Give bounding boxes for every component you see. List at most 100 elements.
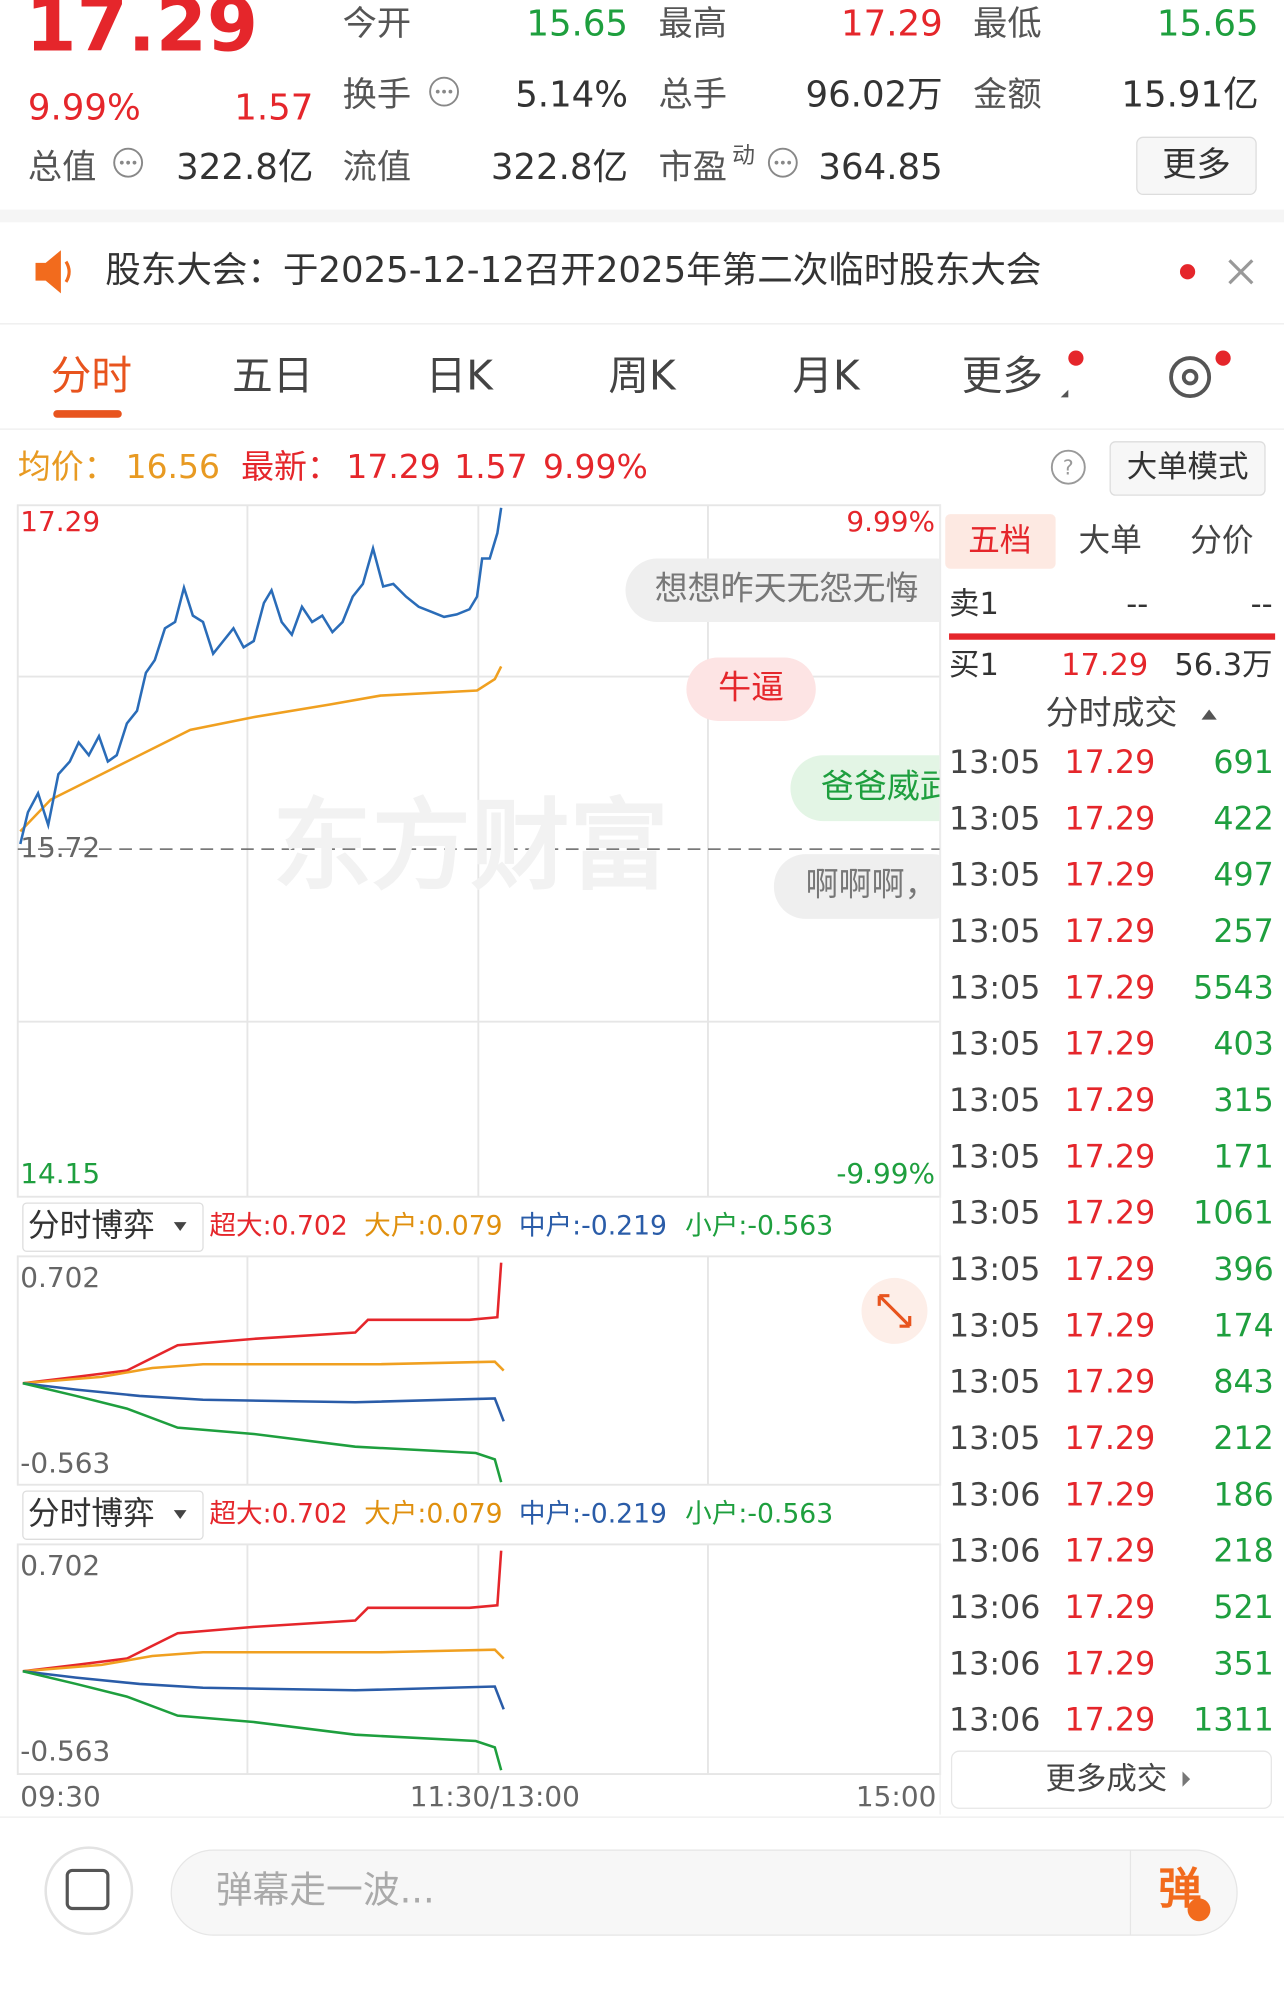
trade-price: 17.29 [1065,1139,1156,1175]
field-value: 96.02万 [805,75,942,116]
trade-price: 17.29 [1065,745,1156,781]
danmaku-bubble [686,657,816,721]
input-placeholder: 弹幕走一波... [216,1869,435,1912]
danmaku-text: 爸爸威武 [821,767,953,806]
flow-legend: 超大:0.702 [209,1211,347,1242]
last-price: 17.29 [25,0,258,69]
buy-price: 17.29 [1061,648,1148,683]
trade-volume: 1311 [1193,1703,1274,1739]
trade-volume: 403 [1213,1027,1274,1063]
book-bar [949,633,1276,640]
info-avg-label: 均价： [18,447,117,486]
buy-label: 买1 [949,648,999,683]
info-percent: 9.99% [543,447,648,486]
trade-time: 13:06 [949,1590,1040,1626]
tab-label: 日K [426,351,495,399]
trade-time: 13:05 [949,1252,1040,1288]
flow-top-label: 0.702 [20,1549,100,1582]
field-value: 322.8亿 [176,147,313,188]
field-label: 市盈 [658,148,727,188]
trade-time: 13:05 [949,745,1040,781]
field-label: 今开 [343,4,412,44]
price-bottom-label: 14.15 [20,1157,100,1190]
trade-volume: 521 [1213,1590,1274,1626]
sell-label: 卖1 [949,587,999,622]
tab-label: 月K [792,351,861,399]
send-button: 弹 [1158,1865,1201,1915]
trade-volume: 422 [1213,801,1274,837]
flow-selector[interactable] [22,1202,204,1252]
info-latest: 17.29 [346,447,440,486]
trade-price: 17.29 [1065,1703,1156,1739]
trade-price: 17.29 [1065,1365,1156,1401]
trade-volume: 497 [1213,858,1274,894]
tab-underline [53,410,122,418]
time-label: 11:30/13:00 [410,1780,580,1813]
close-icon[interactable] [1228,259,1254,285]
mode-button[interactable] [1109,441,1266,496]
flow-bottom-label: -0.563 [20,1446,110,1479]
mode-button-label: 大单模式 [1127,450,1249,485]
more-trades-button[interactable] [950,1750,1272,1809]
menu-icon [65,1868,110,1911]
trade-volume: 174 [1213,1308,1274,1344]
field-value: 5.14% [515,75,628,116]
field-value: 364.85 [818,147,942,188]
buy-volume: 56.3万 [1174,648,1272,683]
trade-volume: 351 [1213,1646,1274,1682]
dropdown-mark [173,1510,187,1520]
dropdown-mark [1060,389,1069,398]
change-amount: 1.57 [234,87,313,128]
separator [0,209,1284,223]
avg-price-line [19,665,503,833]
help-icon[interactable] [1050,449,1086,485]
trade-time: 13:05 [949,1027,1040,1063]
speaker-icon [64,260,71,283]
trade-volume: 315 [1213,1083,1274,1119]
trade-volume: 218 [1213,1534,1274,1570]
settings-icon [1181,368,1199,386]
field-label: 总值 [28,148,97,188]
flow-legend: 大户:0.079 [364,1211,502,1242]
menu-button[interactable] [44,1846,134,1936]
trade-price: 17.29 [1065,858,1156,894]
danmaku-bubble [625,558,941,622]
field-value: 15.91亿 [1121,75,1258,116]
flow-title: 分时博弈 [28,1496,155,1532]
trade-time: 13:05 [949,858,1040,894]
field-value: 15.65 [526,4,628,45]
comment-input[interactable] [170,1849,1238,1936]
danmaku-bubble [790,755,941,822]
help-icon: ? [1063,455,1074,479]
field-value: 322.8亿 [491,147,628,188]
trade-volume: 691 [1213,745,1274,781]
watermark: 东方财富 [273,789,669,904]
field-label: 最高 [658,4,727,44]
flow-selector[interactable] [22,1490,204,1540]
time-label: 09:30 [20,1780,100,1813]
tab-label: 周K [608,351,677,399]
book-tab: 五档 [968,523,1031,559]
trade-volume: 843 [1213,1365,1274,1401]
trade-volume: 5543 [1193,970,1274,1006]
settings-icon[interactable] [1169,356,1212,399]
trade-price: 17.29 [1065,1252,1156,1288]
trade-price: 17.29 [1065,1477,1156,1513]
trade-time: 13:05 [949,1365,1040,1401]
trade-time: 13:05 [949,1139,1040,1175]
more-trades-label: 更多成交 [1045,1762,1167,1797]
more-button[interactable] [1136,136,1257,196]
tab-label: 分时 [51,351,132,399]
percent-top-label: 9.99% [846,505,935,538]
trade-time: 13:05 [949,801,1040,837]
book-tab: 分价 [1190,523,1253,559]
flow-legend: 中户:-0.219 [519,1499,667,1530]
change-percent: 9.99% [28,87,141,128]
field-label: 换手 [343,75,412,115]
trade-price: 17.29 [1065,1421,1156,1457]
field-value: 15.65 [1157,4,1259,45]
trade-price: 17.29 [1065,970,1156,1006]
trade-price: 17.29 [1065,1534,1156,1570]
sell-price: -- [1126,587,1148,622]
trade-price: 17.29 [1065,1027,1156,1063]
